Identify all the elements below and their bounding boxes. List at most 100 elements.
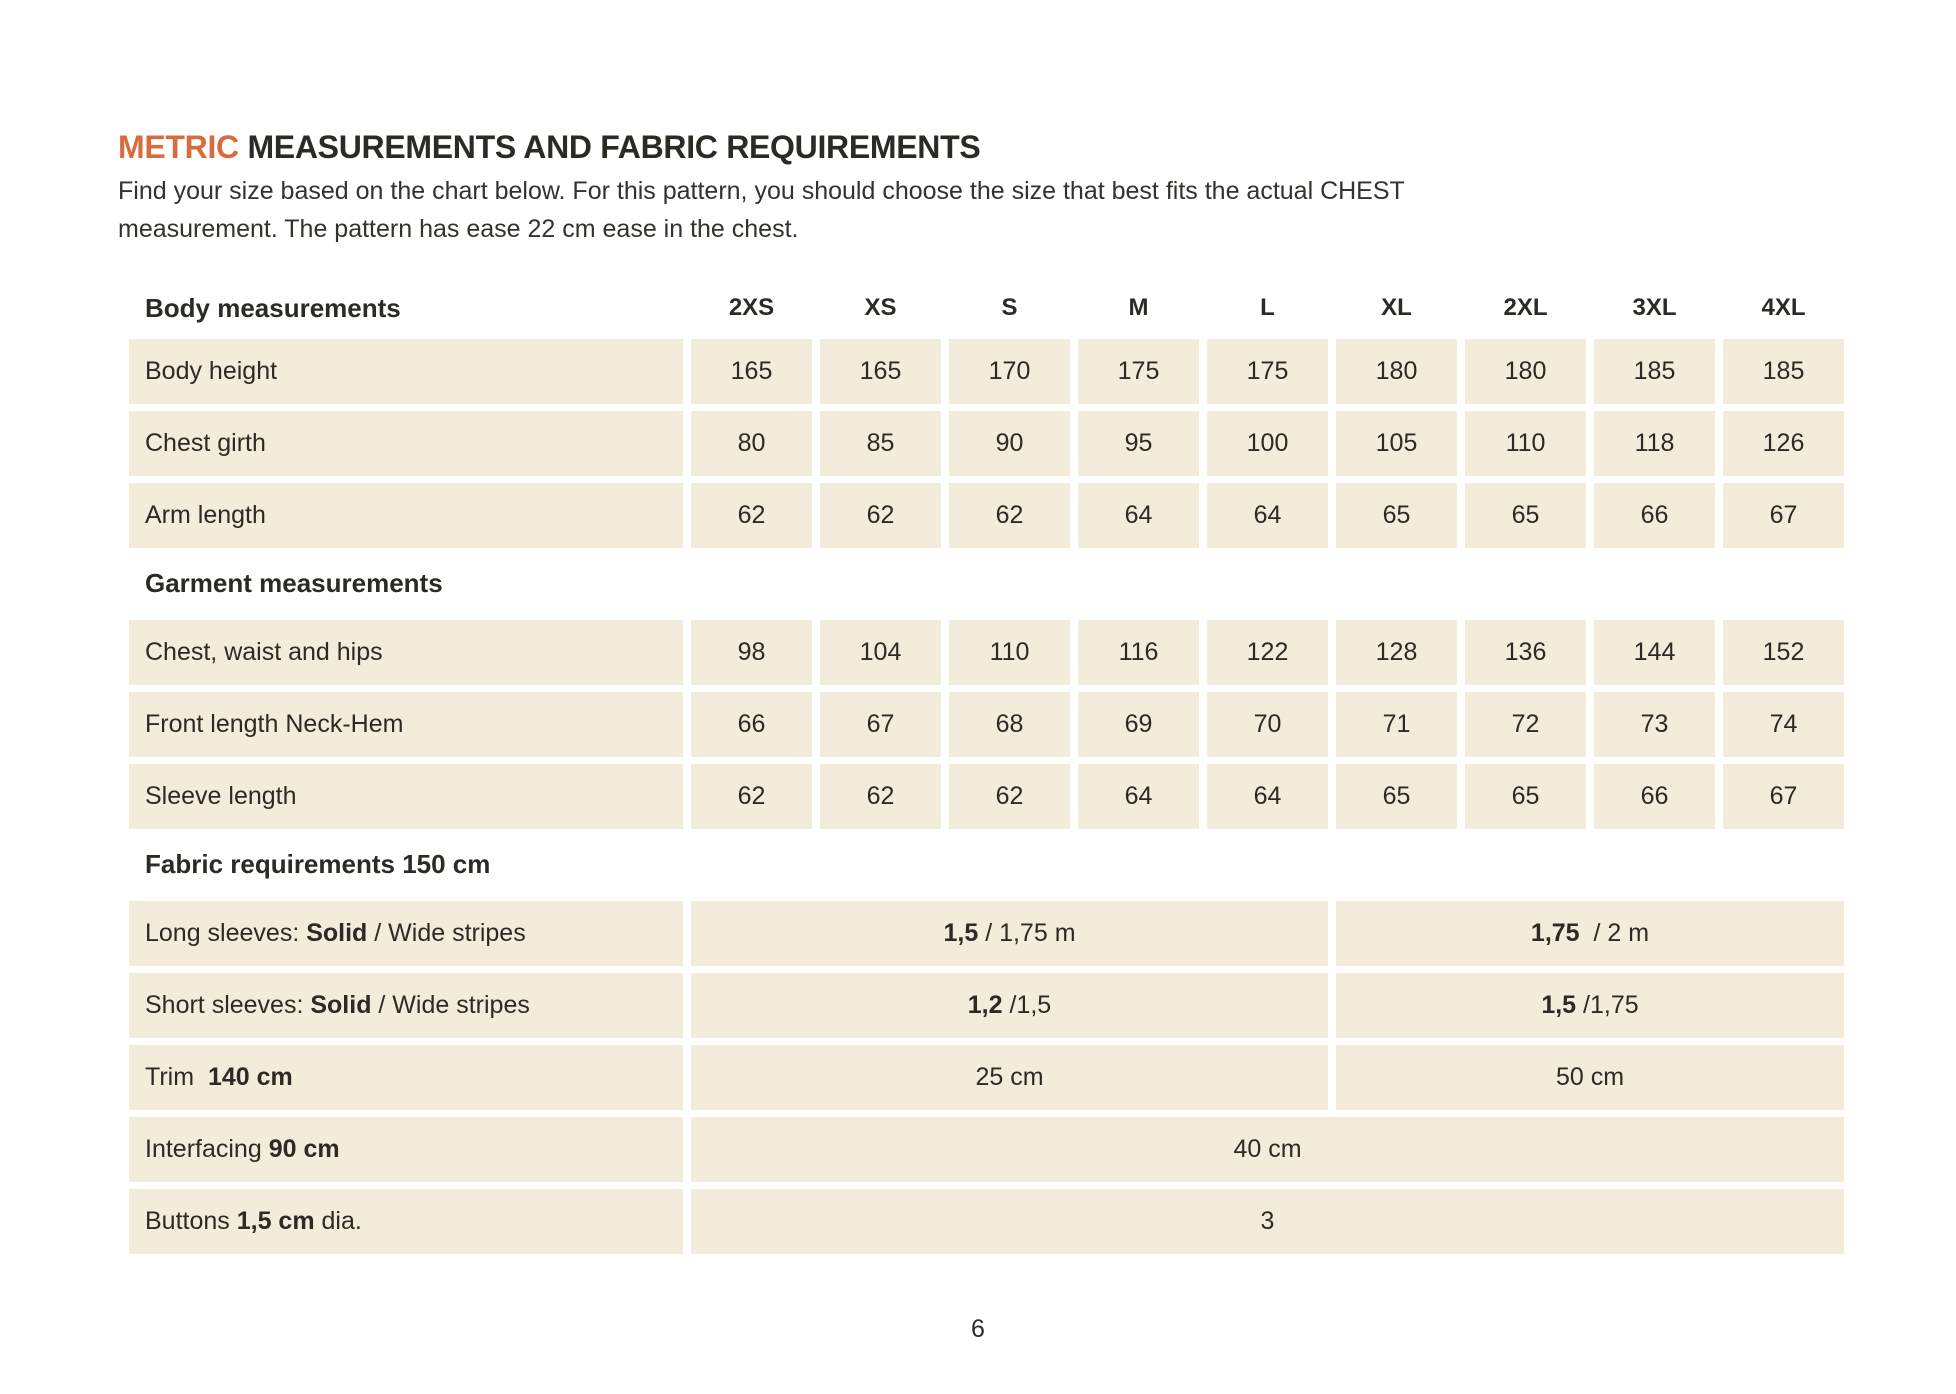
value-text-segment: 185 — [1633, 357, 1676, 385]
value-cell: 165 — [691, 339, 812, 404]
section-header: Fabric requirements 150 cm — [145, 848, 491, 879]
value-text-segment: 70 — [1253, 710, 1282, 738]
size-column-header: 2XL — [1503, 294, 1548, 321]
value-text-segment: 110 — [989, 638, 1030, 666]
value-cell: 64 — [1078, 483, 1199, 548]
value-text-segment: 68 — [995, 710, 1024, 738]
label-bold-segment: 1,5 cm — [236, 1207, 315, 1235]
value-text-segment: 180 — [1504, 357, 1547, 385]
value-cell: 66 — [1594, 483, 1715, 548]
value-text-segment: /1,5 — [1002, 991, 1052, 1019]
size-column-header: S — [1001, 294, 1018, 321]
value-text-segment: 144 — [1633, 638, 1676, 666]
value-text-segment: 185 — [1762, 357, 1805, 385]
value-text-segment: 73 — [1640, 710, 1669, 738]
value-text-segment: 66 — [1640, 501, 1669, 529]
value-cell: 65 — [1465, 764, 1586, 829]
value-text-segment: 64 — [1253, 501, 1282, 529]
table-row: Buttons 1,5 cm dia. 3 — [129, 1189, 1844, 1254]
value-cell: 152 — [1723, 620, 1844, 685]
value-cell: 104 — [820, 620, 941, 685]
value-text-segment: 110 — [1505, 429, 1546, 457]
value-cell: 74 — [1723, 692, 1844, 757]
value-text-segment: 74 — [1769, 710, 1798, 738]
value-cell: 68 — [949, 692, 1070, 757]
row-label-cell: Short sleeves: Solid / Wide stripes — [129, 973, 683, 1038]
size-column-header: XL — [1381, 294, 1412, 321]
row-label-cell: Trim 140 cm — [129, 1045, 683, 1110]
label-segment: dia. — [314, 1207, 362, 1235]
value-cell: 165 — [820, 339, 941, 404]
value-text-segment: 62 — [995, 501, 1024, 529]
row-label-cell: Chest, waist and hips — [129, 620, 683, 685]
value-text-segment: 66 — [737, 710, 766, 738]
table-row: Chest, waist and hips 98 104 110 116 122 128 13… — [129, 620, 1844, 685]
column-header-body-measurements: Body measurements — [145, 292, 401, 323]
value-text-segment: 65 — [1382, 501, 1411, 529]
value-cell: 62 — [820, 483, 941, 548]
value-text-segment: 64 — [1124, 501, 1153, 529]
value-cell: 66 — [1594, 764, 1715, 829]
label-segment: Chest girth — [145, 429, 266, 457]
table-row: Interfacing 90 cm 40 cm — [129, 1117, 1844, 1182]
value-cell: 69 — [1078, 692, 1199, 757]
value-text-segment: 67 — [1769, 782, 1798, 810]
value-cell: 62 — [691, 764, 812, 829]
value-text-segment: 69 — [1124, 710, 1153, 738]
value-text-segment: 65 — [1511, 782, 1540, 810]
page-title: METRIC MEASUREMENTS AND FABRIC REQUIREME… — [118, 129, 981, 166]
value-cell: 136 — [1465, 620, 1586, 685]
label-segment: / Wide stripes — [367, 919, 526, 947]
size-column-header: M — [1128, 294, 1149, 321]
size-column-header: 2XS — [728, 294, 775, 321]
table-row: Front length Neck-Hem 66 67 68 69 70 71 72 73 74 — [129, 692, 1844, 757]
value-cell: 95 — [1078, 411, 1199, 476]
value-cell: 90 — [949, 411, 1070, 476]
value-cell: 128 — [1336, 620, 1457, 685]
value-cell: 64 — [1207, 483, 1328, 548]
value-text-segment: 65 — [1382, 782, 1411, 810]
value-text-segment: 62 — [737, 501, 766, 529]
row-label-cell: Buttons 1,5 cm dia. — [129, 1189, 683, 1254]
value-text-segment: / 2 m — [1579, 919, 1650, 947]
label-segment: Buttons — [145, 1207, 237, 1235]
label-bold-segment: 140 cm — [207, 1063, 293, 1091]
value-bold-segment: 1,75 — [1530, 919, 1580, 947]
value-text-segment: 62 — [866, 782, 895, 810]
value-cell: 1,2 /1,5 — [691, 973, 1328, 1038]
value-text-segment: 126 — [1762, 429, 1805, 457]
value-cell: 110 — [1465, 411, 1586, 476]
value-cell: 72 — [1465, 692, 1586, 757]
size-and-fabric-table: Body measurements 2XS XS S M L XL 2XL 3XL 4XL Body… — [129, 280, 1844, 1261]
label-segment: Front length Neck-Hem — [145, 710, 404, 738]
value-text-segment: 152 — [1762, 638, 1805, 666]
label-segment: Short sleeves: — [145, 991, 311, 1019]
row-label-cell: Arm length — [129, 483, 683, 548]
value-cell: 175 — [1078, 339, 1199, 404]
row-label-cell: Interfacing 90 cm — [129, 1117, 683, 1182]
value-text-segment: 50 cm — [1555, 1063, 1625, 1091]
size-column-header: 3XL — [1632, 294, 1677, 321]
value-cell: 80 — [691, 411, 812, 476]
table-row: Body height 165 165 170 175 175 180 180 185 185 — [129, 339, 1844, 404]
value-cell: 180 — [1336, 339, 1457, 404]
value-text-segment: 118 — [1634, 429, 1675, 457]
value-text-segment: 40 cm — [1233, 1135, 1302, 1163]
value-cell: 67 — [820, 692, 941, 757]
value-text-segment: 80 — [737, 429, 766, 457]
value-cell: 1,75 / 2 m — [1336, 901, 1844, 966]
value-text-segment: 98 — [737, 638, 766, 666]
value-cell: 25 cm — [691, 1045, 1328, 1110]
value-cell: 100 — [1207, 411, 1328, 476]
value-cell: 105 — [1336, 411, 1457, 476]
value-text-segment: / 1,75 m — [978, 919, 1076, 947]
value-text-segment: 3 — [1260, 1207, 1275, 1235]
value-cell: 62 — [820, 764, 941, 829]
label-segment: Interfacing — [145, 1135, 269, 1163]
row-label-cell: Body height — [129, 339, 683, 404]
label-segment: Sleeve length — [145, 782, 297, 810]
table-row: Short sleeves: Solid / Wide stripes 1,2 /… — [129, 973, 1844, 1038]
value-cell: 185 — [1594, 339, 1715, 404]
value-text-segment: 65 — [1511, 501, 1540, 529]
value-cell: 118 — [1594, 411, 1715, 476]
